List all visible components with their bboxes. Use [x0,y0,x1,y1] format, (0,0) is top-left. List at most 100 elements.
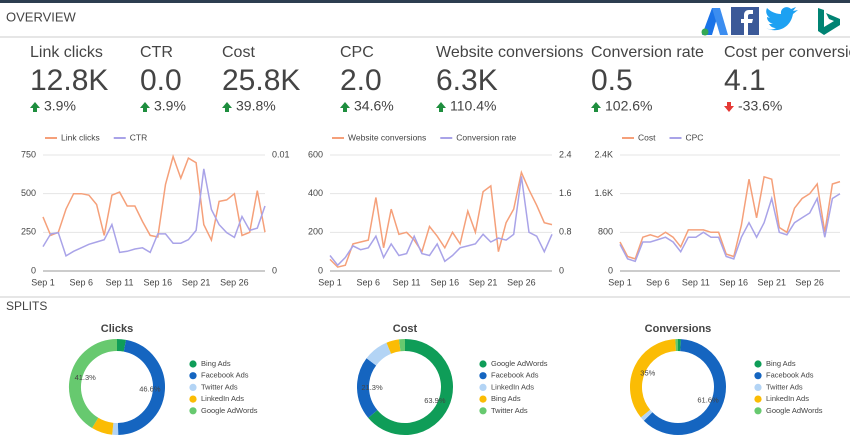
x-tick-label: Sep 11 [106,277,134,287]
donut-segment [117,339,165,435]
x-tick-label: Sep 21 [182,277,211,287]
x-tick-label: Sep 1 [31,277,55,287]
bing-logo [818,8,840,35]
donut-title: Cost [393,323,418,335]
kpi-change: 110.4% [450,98,496,114]
kpi-value: 12.8K [30,64,108,97]
kpi-label: Conversion rate [591,44,704,61]
splits-title: SPLITS [6,299,47,313]
legend-dot [754,383,762,391]
y-tick-label: 750 [21,149,36,159]
x-tick-label: Sep 21 [469,277,498,287]
x-tick-label: Sep 26 [507,277,536,287]
header-title: OVERVIEW [6,9,77,24]
legend-label: Google AdWords [201,406,258,415]
up-arrow [140,102,150,112]
legend-dot [479,395,487,403]
y-tick-label: 250 [21,227,36,237]
legend-dot [479,372,487,380]
donut-segment [368,339,453,435]
y-tick-label: 0 [31,265,36,275]
y2-tick-label: 0.01 [272,149,290,159]
legend-dot [479,360,487,368]
legend-label: Twitter Ads [766,382,803,391]
x-tick-label: Sep 16 [144,277,173,287]
donut-segment [116,339,126,352]
legend-dot [189,372,197,380]
legend-label: Conversion rate [456,132,516,142]
x-tick-label: Sep 21 [757,277,786,287]
donut-value-label: 35% [640,369,655,378]
x-tick-label: Sep 11 [393,277,421,287]
donut-segment [630,339,677,418]
donut-segment [386,339,401,354]
legend-label: Google AdWords [491,359,548,368]
legend-dot [189,395,197,403]
donut-title: Conversions [645,323,712,335]
legend-label: Link clicks [61,132,100,142]
facebook-logo [731,7,759,35]
kpi-label: CTR [140,44,173,61]
y2-tick-label: 1.6 [559,188,572,198]
kpi-label: Cost per conversion [724,44,850,61]
donut-value-label: 46.6% [139,385,161,394]
kpi-change: 39.8% [236,98,276,114]
x-tick-label: Sep 26 [220,277,249,287]
legend-dot [479,383,487,391]
series-line [42,153,266,243]
legend-label: Bing Ads [766,359,796,368]
x-tick-label: Sep 16 [431,277,460,287]
legend-dot [479,407,487,415]
legend-dot [189,383,197,391]
kpi-value: 0.0 [140,64,182,97]
kpi-value: 2.0 [340,64,382,97]
donut-value-label: 41.3% [75,373,97,382]
kpi-change: 34.6% [354,98,394,114]
series-line [619,175,841,260]
legend-dot [754,372,762,380]
legend-dot [754,407,762,415]
legend-label: CPC [685,132,703,142]
x-tick-label: Sep 11 [682,277,710,287]
legend-dot [189,360,197,368]
donut-segment [640,409,653,421]
donut-value-label: 61.6% [697,396,719,405]
legend-label: Facebook Ads [766,371,814,380]
y-tick-label: 0 [608,265,613,275]
legend-label: CTR [130,132,147,142]
donut-title: Clicks [101,323,133,335]
kpi-label: CPC [340,44,374,61]
top-border [0,0,850,3]
x-tick-label: Sep 1 [608,277,632,287]
legend-label: Cost [638,132,656,142]
series-line [42,168,266,258]
adwords-logo [701,8,728,36]
kpi-value: 25.8K [222,64,300,97]
up-arrow [222,102,232,112]
up-arrow [30,102,40,112]
y2-tick-label: 0 [272,265,277,275]
donut-value-label: 63.9% [424,396,446,405]
donut-segment [69,339,118,429]
legend-label: Bing Ads [491,394,521,403]
y-tick-label: 500 [21,188,36,198]
donut-segment [357,358,378,418]
legend-label: Facebook Ads [201,371,249,380]
x-tick-label: Sep 16 [720,277,749,287]
legend-label: Google AdWords [766,406,823,415]
series-line [329,176,553,267]
y-tick-label: 400 [308,188,323,198]
x-tick-label: Sep 26 [795,277,824,287]
twitter-logo [766,7,798,31]
kpi-label: Website conversions [436,44,583,61]
kpi-value: 0.5 [591,64,633,97]
legend-label: LinkedIn Ads [201,394,244,403]
x-tick-label: Sep 6 [70,277,94,287]
kpi-value: 6.3K [436,64,498,97]
series-line [329,169,553,268]
y-tick-label: 800 [598,227,613,237]
legend-dot [754,360,762,368]
donut-segment [92,417,114,435]
up-arrow [591,102,601,112]
